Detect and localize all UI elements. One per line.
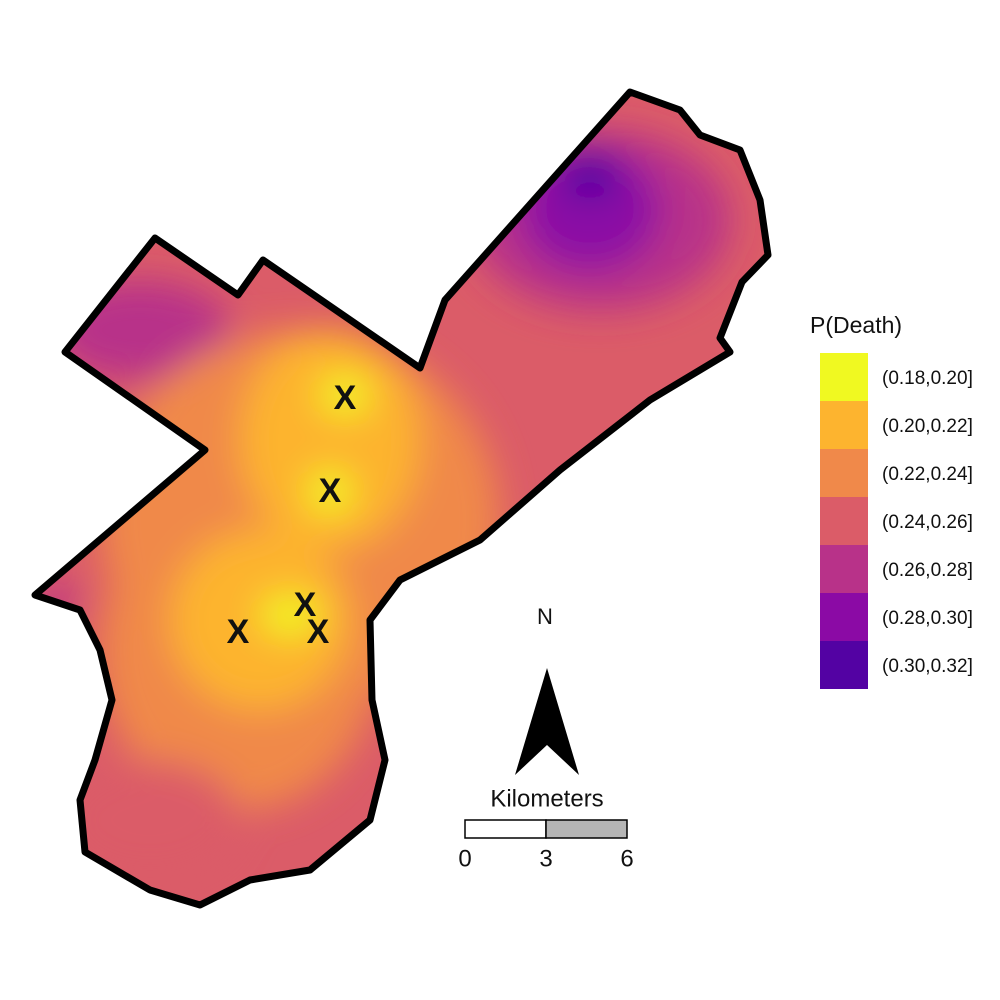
legend-swatch (820, 641, 868, 689)
marker: X (307, 613, 330, 651)
north-label: N (537, 604, 553, 629)
legend-label: (0.24,0.26] (882, 512, 973, 533)
marker: X (319, 472, 342, 510)
legend-swatch (820, 545, 868, 593)
legend-label: (0.18,0.20] (882, 368, 973, 389)
scale-tick-label: 3 (539, 845, 552, 872)
north-arrow (515, 668, 579, 775)
scale-segment (545, 819, 628, 839)
marker: X (294, 586, 317, 624)
legend-swatch (820, 497, 868, 545)
legend-swatch (820, 593, 868, 641)
city-boundary (31, 88, 772, 909)
legend-label: (0.20,0.22] (882, 416, 973, 437)
legend-label: (0.28,0.30] (882, 608, 973, 629)
legend-swatch (820, 401, 868, 449)
legend-swatch (820, 449, 868, 497)
scale-tick-label: 0 (458, 845, 471, 872)
legend-title: P(Death) (810, 312, 902, 338)
marker: X (227, 613, 250, 651)
legend-label: (0.26,0.28] (882, 560, 973, 581)
legend-label: (0.30,0.32] (882, 656, 973, 677)
scale-tick-label: 6 (620, 845, 633, 872)
legend-swatch (820, 353, 868, 401)
marker: X (334, 379, 357, 417)
scale-segment (464, 819, 547, 839)
scale-title: Kilometers (490, 785, 603, 812)
legend-label: (0.22,0.24] (882, 464, 973, 485)
